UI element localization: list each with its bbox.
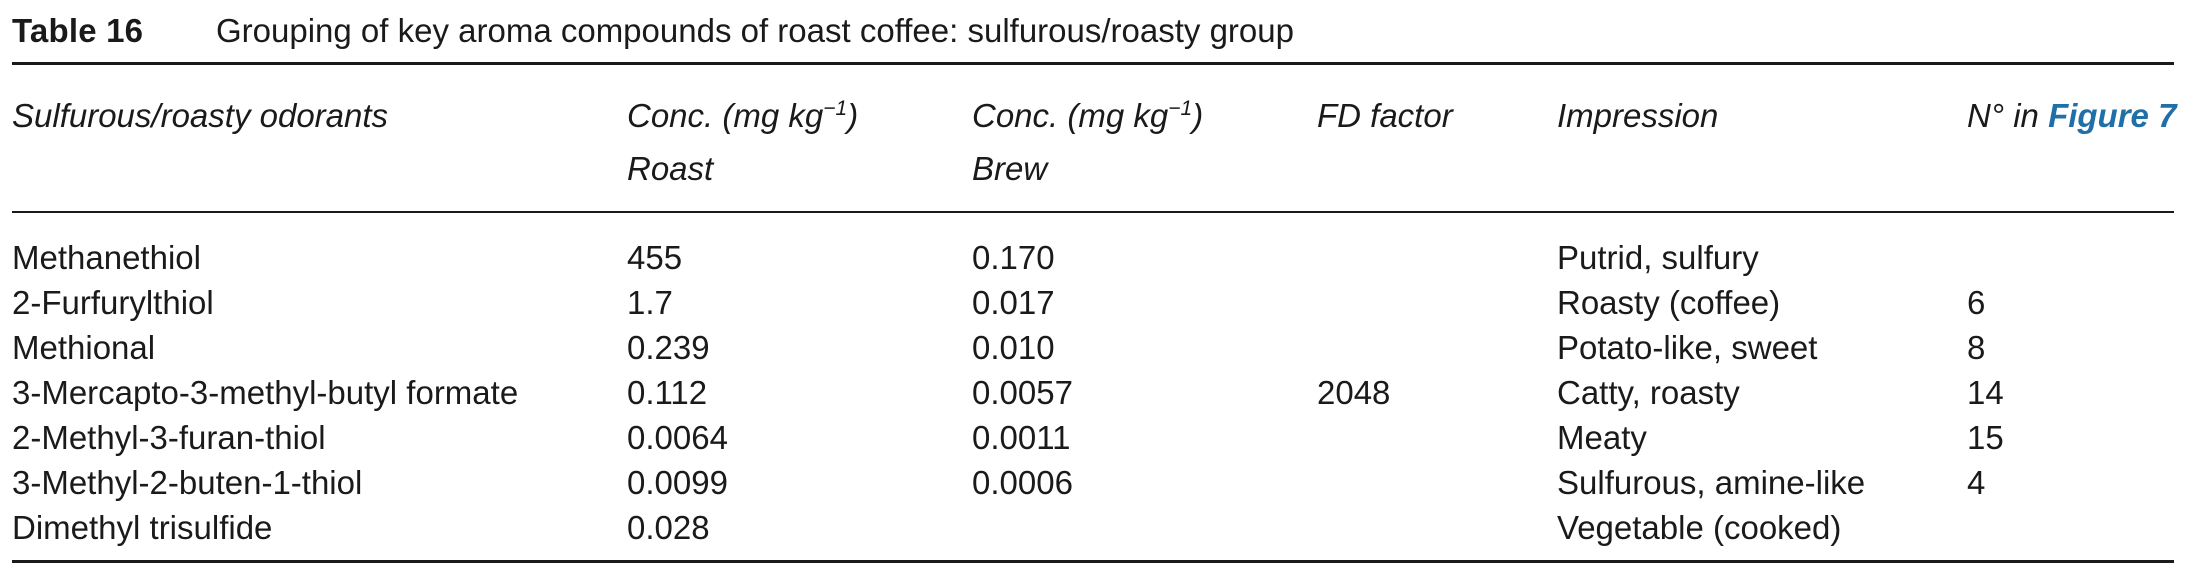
table-row: Dimethyl trisulfide 0.028 Vegetable (coo… [12, 505, 2174, 560]
cell-conc-brew: 0.0006 [972, 464, 1073, 501]
header-conc-roast-pre: Conc. (mg kg [627, 97, 824, 134]
table-body: Methanethiol 455 0.170 Putrid, sulfury 2… [12, 213, 2174, 560]
header-figure-number-pre: N° in [1967, 97, 2049, 134]
cell-odorant: 3-Mercapto-3-methyl-butyl formate [12, 374, 519, 411]
cell-conc-roast: 0.239 [627, 329, 710, 366]
cell-conc-brew: 0.010 [972, 329, 1055, 366]
header-conc-roast-label: Roast [627, 150, 714, 187]
cell-conc-brew [972, 505, 1317, 560]
bottom-rule [12, 560, 2174, 563]
cell-odorant: Dimethyl trisulfide [12, 509, 273, 546]
cell-impression: Sulfurous, amine-like [1557, 464, 1866, 501]
cell-fd-factor [1317, 213, 1557, 280]
table-label: Table 16 [12, 12, 144, 49]
header-rule [12, 211, 2174, 213]
cell-figure-number [1967, 213, 2174, 280]
cell-fd-factor: 2048 [1317, 374, 1391, 411]
cell-fd-factor [1317, 460, 1557, 505]
header-fd-factor: FD factor [1317, 97, 1453, 134]
header-conc-roast-units: Conc. (mg kg−1) [627, 89, 972, 142]
header-conc-brew-label: Brew [972, 150, 1048, 187]
aroma-table-body: Methanethiol 455 0.170 Putrid, sulfury 2… [12, 213, 2174, 560]
cell-impression: Vegetable (cooked) [1557, 509, 1842, 546]
aroma-table: Sulfurous/roasty odorants Conc. (mg kg−1… [12, 65, 2177, 211]
table-row: 2-Methyl-3-furan-thiol 0.0064 0.0011 Mea… [12, 415, 2174, 460]
table-row: 2-Furfurylthiol 1.7 0.017 Roasty (coffee… [12, 280, 2174, 325]
cell-fd-factor [1317, 325, 1557, 370]
table-caption: Table 16 Grouping of key aroma compounds… [12, 0, 2174, 62]
cell-conc-roast: 455 [627, 239, 683, 276]
table-16: Table 16 Grouping of key aroma compounds… [12, 0, 2177, 563]
cell-impression: Roasty (coffee) [1557, 284, 1781, 321]
table-row: 3-Methyl-2-buten-1-thiol 0.0099 0.0006 S… [12, 460, 2174, 505]
header-conc-roast: Conc. (mg kg−1) Roast [627, 65, 972, 211]
header-conc-brew-units: Conc. (mg kg−1) [972, 89, 1317, 142]
cell-fd-factor [1317, 505, 1557, 560]
cell-conc-roast: 0.028 [627, 509, 710, 546]
header-conc-brew-sup: −1 [1168, 97, 1193, 120]
header-conc-brew-post: ) [1192, 97, 1204, 134]
cell-impression: Meaty [1557, 419, 1647, 456]
cell-conc-roast: 0.0099 [627, 464, 728, 501]
cell-conc-roast: 0.0064 [627, 419, 728, 456]
cell-odorant: 3-Methyl-2-buten-1-thiol [12, 464, 363, 501]
cell-figure-number: 14 [1967, 374, 2004, 411]
header-row: Sulfurous/roasty odorants Conc. (mg kg−1… [12, 65, 2177, 211]
cell-odorant: Methanethiol [12, 239, 201, 276]
cell-figure-number: 4 [1967, 464, 1986, 501]
table-title: Grouping of key aroma compounds of roast… [216, 12, 1294, 49]
cell-conc-brew: 0.0011 [972, 419, 1071, 456]
header-conc-brew: Conc. (mg kg−1) Brew [972, 65, 1317, 211]
header-conc-brew-pre: Conc. (mg kg [972, 97, 1169, 134]
cell-conc-brew: 0.0057 [972, 374, 1073, 411]
header-figure-number: N° in Figure 7 [1967, 65, 2177, 211]
figure-7-link[interactable]: Figure 7 [2048, 97, 2177, 134]
cell-conc-roast: 1.7 [627, 284, 673, 321]
cell-odorant: 2-Furfurylthiol [12, 284, 214, 321]
cell-odorant: Methional [12, 329, 156, 366]
cell-impression: Putrid, sulfury [1557, 239, 1759, 276]
cell-impression: Potato-like, sweet [1557, 329, 1818, 366]
table-row: Methional 0.239 0.010 Potato-like, sweet… [12, 325, 2174, 370]
cell-conc-brew: 0.017 [972, 284, 1055, 321]
cell-figure-number: 15 [1967, 419, 2004, 456]
header-impression: Impression [1557, 97, 1719, 134]
cell-figure-number [1967, 505, 2174, 560]
cell-figure-number: 6 [1967, 284, 1986, 321]
cell-conc-roast: 0.112 [627, 374, 708, 411]
cell-figure-number: 8 [1967, 329, 1986, 366]
header-conc-roast-sup: −1 [823, 97, 848, 120]
table-header: Sulfurous/roasty odorants Conc. (mg kg−1… [12, 65, 2177, 211]
table-row: 3-Mercapto-3-methyl-butyl formate 0.112 … [12, 370, 2174, 415]
header-conc-roast-post: ) [847, 97, 859, 134]
cell-impression: Catty, roasty [1557, 374, 1740, 411]
cell-fd-factor [1317, 415, 1557, 460]
cell-conc-brew: 0.170 [972, 239, 1055, 276]
cell-odorant: 2-Methyl-3-furan-thiol [12, 419, 326, 456]
header-odorants: Sulfurous/roasty odorants [12, 97, 389, 134]
table-row: Methanethiol 455 0.170 Putrid, sulfury [12, 213, 2174, 280]
cell-fd-factor [1317, 280, 1557, 325]
top-rule [12, 62, 2174, 65]
